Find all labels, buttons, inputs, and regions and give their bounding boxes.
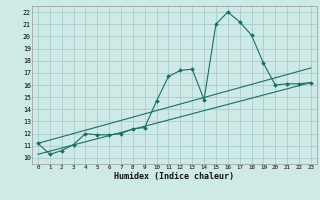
X-axis label: Humidex (Indice chaleur): Humidex (Indice chaleur): [115, 172, 234, 181]
